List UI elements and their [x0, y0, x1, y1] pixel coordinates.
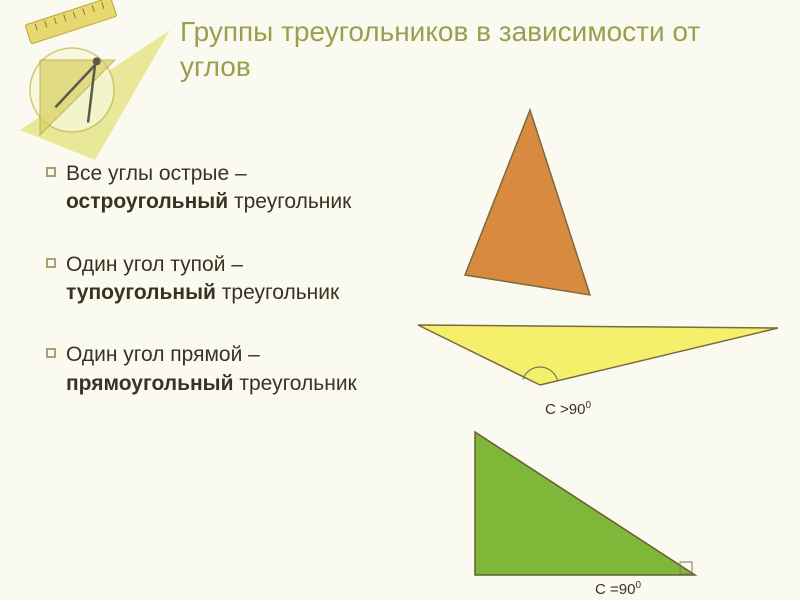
bullet-marker	[46, 348, 56, 358]
deco-ruler	[25, 0, 117, 44]
bullet-bold: остроугольный	[66, 190, 228, 213]
bullet-pre: Все углы острые –	[66, 162, 247, 185]
bullet-bold: прямоугольный	[66, 372, 234, 395]
bullet-item-obtuse: Один угол тупой – тупоугольный треугольн…	[46, 251, 386, 308]
right-label: C =900	[595, 580, 641, 598]
deco-graphic	[0, 0, 180, 180]
bullet-post: треугольник	[234, 372, 357, 395]
bullet-item-right: Один угол прямой – прямоугольный треугол…	[46, 341, 386, 398]
label-pre: C =90	[595, 581, 635, 598]
right-triangle	[475, 432, 695, 575]
bullet-marker	[46, 167, 56, 177]
label-sup: 0	[635, 580, 641, 591]
bullet-text: Один угол прямой – прямоугольный треугол…	[66, 341, 386, 398]
figures-panel: C >900 C =900	[400, 100, 800, 580]
slide: Группы треугольников в зависимости от уг…	[0, 0, 800, 600]
bullet-marker	[46, 258, 56, 268]
bullet-bold: тупоугольный	[66, 281, 216, 304]
bullets-list: Все углы острые – остроугольный треуголь…	[46, 160, 386, 432]
bullet-pre: Один угол прямой –	[66, 343, 260, 366]
obtuse-triangle	[418, 325, 778, 385]
bullet-text: Один угол тупой – тупоугольный треугольн…	[66, 251, 386, 308]
slide-title: Группы треугольников в зависимости от уг…	[180, 14, 740, 84]
bullet-item-acute: Все углы острые – остроугольный треуголь…	[46, 160, 386, 217]
title-text: Группы треугольников в зависимости от уг…	[180, 14, 740, 84]
obtuse-label: C >900	[545, 400, 591, 418]
bullet-post: треугольник	[216, 281, 339, 304]
bullet-pre: Один угол тупой –	[66, 253, 243, 276]
bullet-post: треугольник	[228, 190, 351, 213]
bullet-text: Все углы острые – остроугольный треуголь…	[66, 160, 386, 217]
label-pre: C >90	[545, 401, 585, 418]
acute-triangle	[465, 110, 590, 295]
label-sup: 0	[585, 400, 591, 411]
